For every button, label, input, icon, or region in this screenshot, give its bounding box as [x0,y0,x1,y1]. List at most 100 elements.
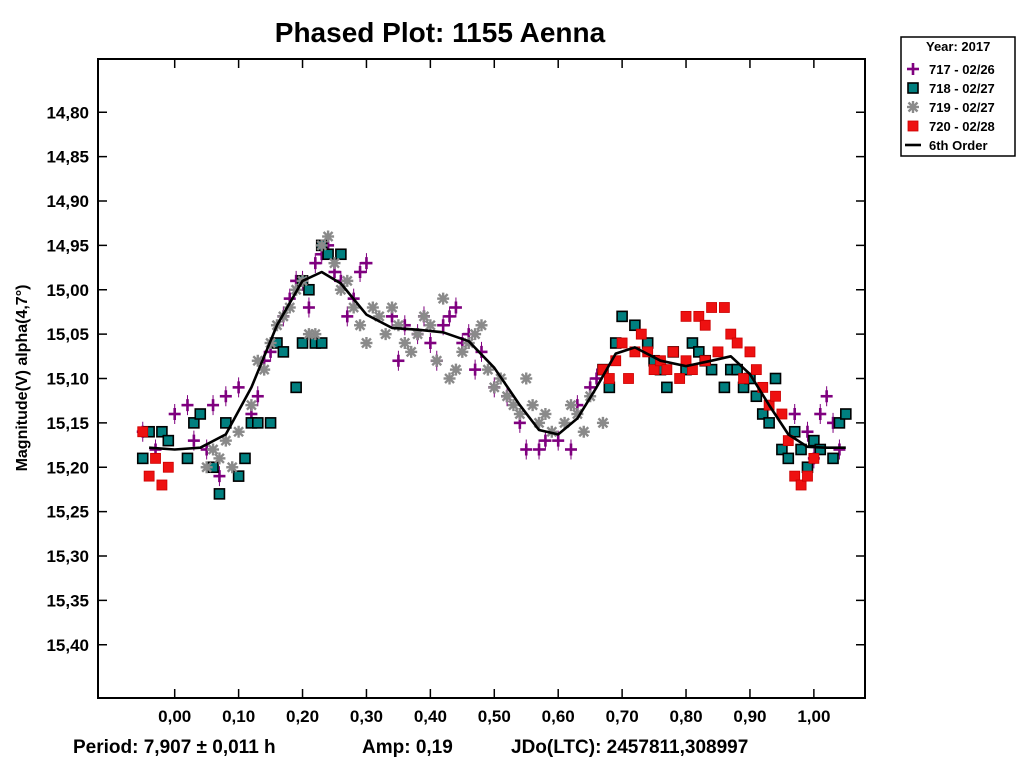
point-717 [552,434,565,447]
legend-label: 718 - 02/27 [929,81,995,96]
point-719 [526,399,539,412]
point-720 [648,364,660,376]
x-tick-label: 0,60 [542,707,575,726]
legend-swatch [907,82,919,94]
point-717 [392,354,405,367]
x-tick-label: 0,80 [669,707,702,726]
point-717 [539,434,552,447]
point-717 [302,301,315,314]
point-717 [187,434,200,447]
point-719 [564,399,577,412]
point-718 [814,443,827,456]
point-718 [181,452,194,465]
point-717 [354,266,367,278]
point-719 [219,434,232,447]
point-717 [424,337,437,349]
legend-label: 719 - 02/27 [929,100,995,115]
point-719 [213,452,226,465]
point-720 [744,346,756,358]
y-tick-label: 15,25 [46,503,89,522]
point-720 [738,373,749,384]
x-tick-label: 0,90 [733,707,766,726]
point-718 [629,319,641,332]
point-717 [520,443,533,456]
point-717 [251,390,264,403]
point-717 [360,257,373,270]
point-718 [763,417,775,429]
series-718 [136,239,852,500]
point-718 [788,425,801,438]
point-717 [833,443,846,456]
point-718 [731,363,743,376]
point-720 [603,373,615,384]
amplitude-text: Amp: 0,19 [362,737,453,758]
point-720 [616,337,628,349]
point-718 [795,443,807,456]
point-718 [194,408,207,420]
point-720 [725,328,737,340]
point-718 [335,248,347,261]
point-718 [840,408,852,420]
point-719 [360,337,373,349]
point-717 [533,443,546,456]
series-719 [200,230,609,474]
point-718 [693,346,705,358]
point-717 [181,399,194,412]
point-719 [475,319,488,332]
y-tick-label: 15,10 [46,370,89,389]
point-719 [405,345,418,358]
y-tick-label: 15,15 [46,414,89,433]
point-720 [680,310,692,322]
point-718 [718,381,731,394]
point-718 [322,248,334,261]
point-719 [379,328,392,341]
y-tick-label: 14,85 [46,148,89,167]
legend-title: Year: 2017 [926,39,990,54]
y-tick-label: 14,80 [46,103,89,122]
point-718 [686,337,699,349]
y-tick-label: 15,20 [46,458,89,477]
point-720 [674,373,686,384]
y-tick-label: 15,05 [46,325,89,344]
point-719 [443,372,456,385]
point-719 [354,319,367,332]
point-720 [623,373,634,384]
point-718 [776,443,788,456]
point-718 [808,434,820,447]
point-719 [207,443,220,456]
point-719 [501,390,514,403]
point-719 [456,345,469,358]
point-717 [788,408,801,420]
point-719 [341,274,354,287]
legend-swatch [907,120,919,132]
legend-label: 717 - 02/26 [929,62,995,77]
point-720 [731,337,743,349]
point-719 [386,301,399,314]
point-719 [430,354,443,367]
point-719 [200,461,213,474]
point-719 [481,363,494,376]
point-719 [596,416,609,429]
y-axis: 14,80 14,85 14,90 14,95 15,00 15,05 15,10 15,15… [46,103,865,655]
point-718 [156,425,168,438]
point-718 [705,363,718,376]
point-718 [827,452,839,465]
point-719 [226,461,239,474]
point-718 [239,452,251,465]
point-719 [417,310,430,323]
period-text: Period: 7,907 ± 0,011 h [73,737,276,758]
point-720 [706,302,717,313]
point-720 [635,328,647,340]
point-718 [277,346,290,358]
point-720 [789,470,801,482]
fit-curve-6th-order [149,270,846,451]
x-tick-label: 0,50 [478,707,511,726]
y-tick-label: 14,90 [46,192,89,211]
point-717 [309,257,322,270]
point-719 [539,408,552,420]
point-719 [488,381,501,394]
point-718 [315,337,328,349]
point-720 [750,364,762,376]
fit-curve-group [149,270,846,451]
point-720 [699,319,711,331]
